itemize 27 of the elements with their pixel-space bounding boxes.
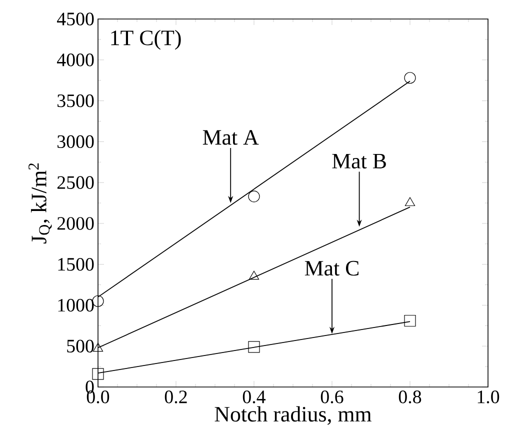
point (248, 190, 260, 202)
y-tick-label: 1500 (58, 258, 94, 271)
point (404, 197, 416, 206)
annotation: Mat C (304, 260, 358, 276)
annotation: Mat A (202, 130, 259, 145)
x-tick-label: 0.4 (242, 390, 266, 404)
y-tick-label: 2500 (57, 176, 94, 189)
x-tick-label: 0.2 (164, 390, 187, 404)
y-tick-label: 4500 (57, 12, 94, 26)
point (92, 368, 104, 380)
x-axis-title: Notch radius, mm (214, 406, 372, 425)
point (248, 270, 260, 280)
y-tick-label: 4000 (57, 54, 94, 66)
y-tick-label: 3000 (58, 135, 94, 148)
y-tick-label: 500 (67, 340, 94, 352)
x-tick-label: 0.8 (398, 390, 422, 404)
y-tick-label: 2000 (57, 217, 94, 230)
point (404, 314, 416, 327)
annotation: 1T C(T) (111, 30, 181, 50)
y-tick-label: 3500 (58, 94, 94, 108)
x-tick-label: 0.6 (320, 390, 344, 404)
point (404, 72, 416, 84)
y-axis-title: J$_{Q}$, kJ/m$^{2}$ (28, 163, 52, 244)
y-tick-label: 1000 (58, 298, 94, 312)
annotation: Mat B (332, 154, 386, 169)
x-tick-label: 1.0 (478, 390, 500, 404)
point (248, 341, 260, 353)
